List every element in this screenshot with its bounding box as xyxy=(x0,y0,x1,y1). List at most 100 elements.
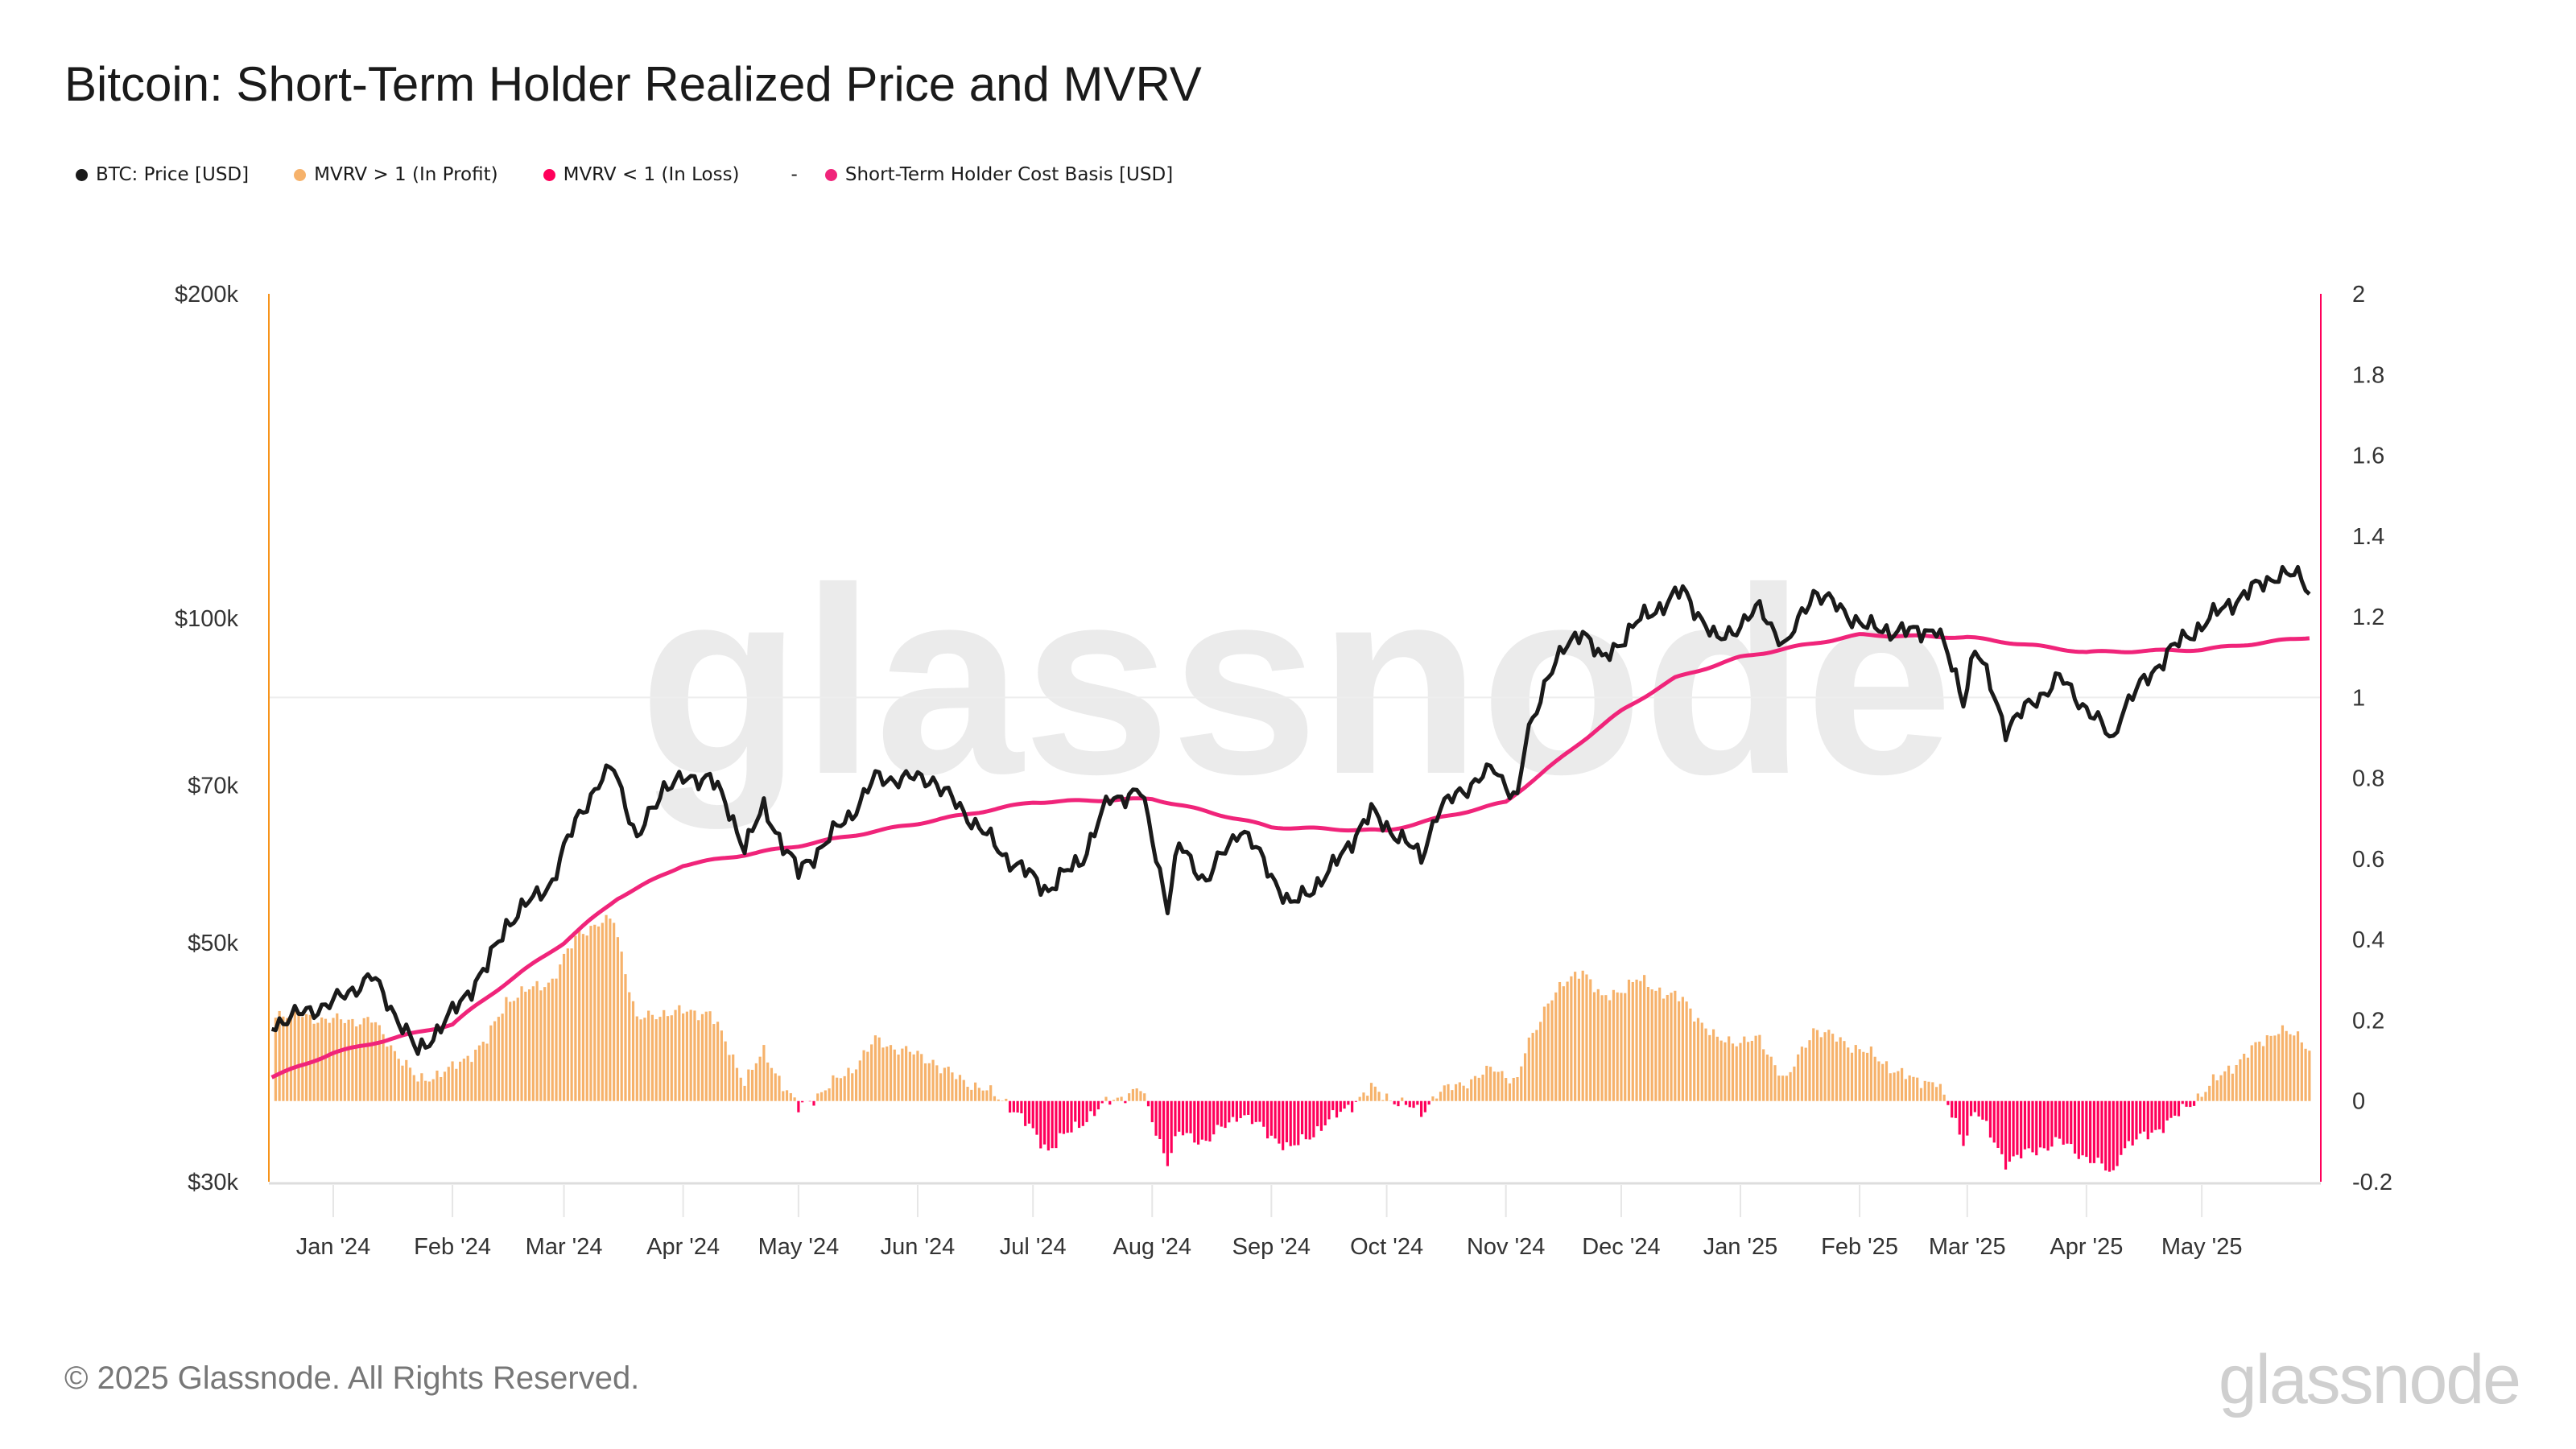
mvrv-bar xyxy=(1966,1100,1969,1136)
mvrv-bar xyxy=(509,1001,512,1101)
mvrv-bar xyxy=(2246,1057,2250,1101)
mvrv-bar xyxy=(1724,1042,1727,1101)
mvrv-bar xyxy=(2273,1035,2277,1101)
mvrv-bar xyxy=(678,1005,681,1101)
mvrv-bar xyxy=(531,986,535,1101)
mvrv-bar xyxy=(1458,1082,1461,1101)
mvrv-bar xyxy=(358,1024,362,1101)
mvrv-bar xyxy=(1854,1045,1857,1101)
mvrv-bar xyxy=(2054,1100,2058,1137)
mvrv-bar xyxy=(947,1067,950,1101)
mvrv-bar xyxy=(1027,1100,1031,1124)
legend-item-mvrv-profit[interactable]: MVRV > 1 (In Profit) xyxy=(294,164,498,185)
mvrv-bar xyxy=(1135,1088,1138,1101)
mvrv-bar xyxy=(647,1010,650,1101)
mvrv-bar xyxy=(2139,1100,2142,1134)
mvrv-bar xyxy=(1739,1042,1742,1101)
mvrv-bar xyxy=(2150,1100,2153,1133)
mvrv-bar xyxy=(1516,1077,1519,1101)
mvrv-bar xyxy=(2208,1085,2211,1101)
mvrv-bar xyxy=(1005,1098,1008,1101)
mvrv-bar xyxy=(1042,1100,1046,1145)
legend-dot-icon xyxy=(294,168,307,181)
mvrv-bar xyxy=(1612,989,1616,1101)
mvrv-bar xyxy=(2174,1100,2177,1116)
mvrv-bar xyxy=(1938,1084,1942,1101)
mvrv-bar xyxy=(1454,1084,1458,1101)
mvrv-bar xyxy=(2265,1035,2268,1101)
mvrv-bar xyxy=(735,1067,739,1101)
mvrv-bar xyxy=(1893,1072,1896,1101)
mvrv-bar xyxy=(1674,990,1677,1101)
right-axis-tick-label: 0.4 xyxy=(2352,927,2384,953)
mvrv-bar xyxy=(1051,1100,1054,1149)
mvrv-bar xyxy=(1351,1100,1354,1113)
mvrv-bar xyxy=(1070,1100,1073,1133)
legend-item-sth-cost-basis[interactable]: Short-Term Holder Cost Basis [USD] xyxy=(824,164,1173,185)
mvrv-bar xyxy=(1397,1100,1400,1107)
mvrv-bar xyxy=(770,1067,774,1101)
legend-label: BTC: Price [USD] xyxy=(96,164,250,185)
mvrv-bar xyxy=(1343,1100,1346,1109)
mvrv-bar xyxy=(1881,1063,1885,1101)
left-axis-tick-label: $100k xyxy=(175,606,239,632)
mvrv-bar xyxy=(801,1100,804,1103)
mvrv-bar xyxy=(1800,1046,1804,1101)
mvrv-bar xyxy=(1347,1100,1350,1105)
mvrv-bar xyxy=(1600,995,1604,1101)
mvrv-bar xyxy=(816,1093,819,1101)
mvrv-bar xyxy=(901,1048,904,1101)
mvrv-bar xyxy=(1689,1008,1692,1101)
mvrv-bar xyxy=(1250,1100,1254,1125)
mvrv-bar xyxy=(1620,993,1623,1101)
mvrv-bar xyxy=(524,991,527,1101)
mvrv-bar xyxy=(1412,1100,1415,1108)
mvrv-bar xyxy=(1116,1097,1119,1101)
mvrv-bar xyxy=(628,992,631,1101)
mvrv-bar xyxy=(427,1081,431,1101)
mvrv-bar xyxy=(720,1030,723,1101)
mvrv-bar xyxy=(728,1055,731,1101)
mvrv-bar xyxy=(301,1017,304,1101)
mvrv-bar xyxy=(1278,1100,1281,1144)
mvrv-bar xyxy=(597,926,601,1101)
mvrv-bar xyxy=(1558,981,1562,1101)
mvrv-bar xyxy=(1670,993,1673,1101)
mvrv-bar xyxy=(501,1013,504,1101)
watermark: glassnode xyxy=(639,532,1953,831)
mvrv-bar xyxy=(1585,974,1588,1101)
mvrv-bar xyxy=(2185,1100,2188,1107)
mvrv-bar xyxy=(1904,1079,1907,1101)
mvrv-bar xyxy=(420,1073,423,1101)
mvrv-bar xyxy=(1389,1100,1392,1101)
mvrv-bar xyxy=(2231,1073,2234,1101)
mvrv-bar xyxy=(1535,1030,1538,1101)
mvrv-bar xyxy=(1785,1075,1788,1101)
mvrv-bar xyxy=(282,1016,285,1101)
mvrv-bar xyxy=(782,1091,785,1101)
mvrv-bar xyxy=(2066,1100,2069,1144)
mvrv-bar xyxy=(989,1085,993,1101)
mvrv-bar xyxy=(1562,986,1565,1101)
mvrv-bar xyxy=(424,1080,427,1101)
x-axis-tick-label: Jun '24 xyxy=(881,1234,956,1260)
right-axis-tick-label: 1 xyxy=(2352,685,2365,711)
mvrv-bar xyxy=(658,1017,662,1101)
legend-item-mvrv-loss[interactable]: MVRV < 1 (In Loss) xyxy=(543,164,740,185)
mvrv-bar xyxy=(308,1014,312,1101)
mvrv-bar xyxy=(2215,1080,2219,1101)
mvrv-bar xyxy=(2023,1100,2027,1150)
mvrv-bar xyxy=(1877,1061,1880,1101)
mvrv-bar xyxy=(1985,1100,1988,1121)
mvrv-bar xyxy=(1804,1047,1807,1101)
mvrv-bar xyxy=(877,1037,881,1101)
mvrv-bar xyxy=(951,1072,954,1101)
mvrv-bar xyxy=(1889,1073,1892,1101)
mvrv-bar xyxy=(923,1063,927,1101)
legend-item-btc-price[interactable]: BTC: Price [USD] xyxy=(76,164,249,185)
mvrv-bar xyxy=(766,1062,770,1101)
mvrv-bar xyxy=(893,1049,896,1101)
mvrv-bar xyxy=(1481,1074,1484,1101)
mvrv-bar xyxy=(1869,1046,1872,1101)
